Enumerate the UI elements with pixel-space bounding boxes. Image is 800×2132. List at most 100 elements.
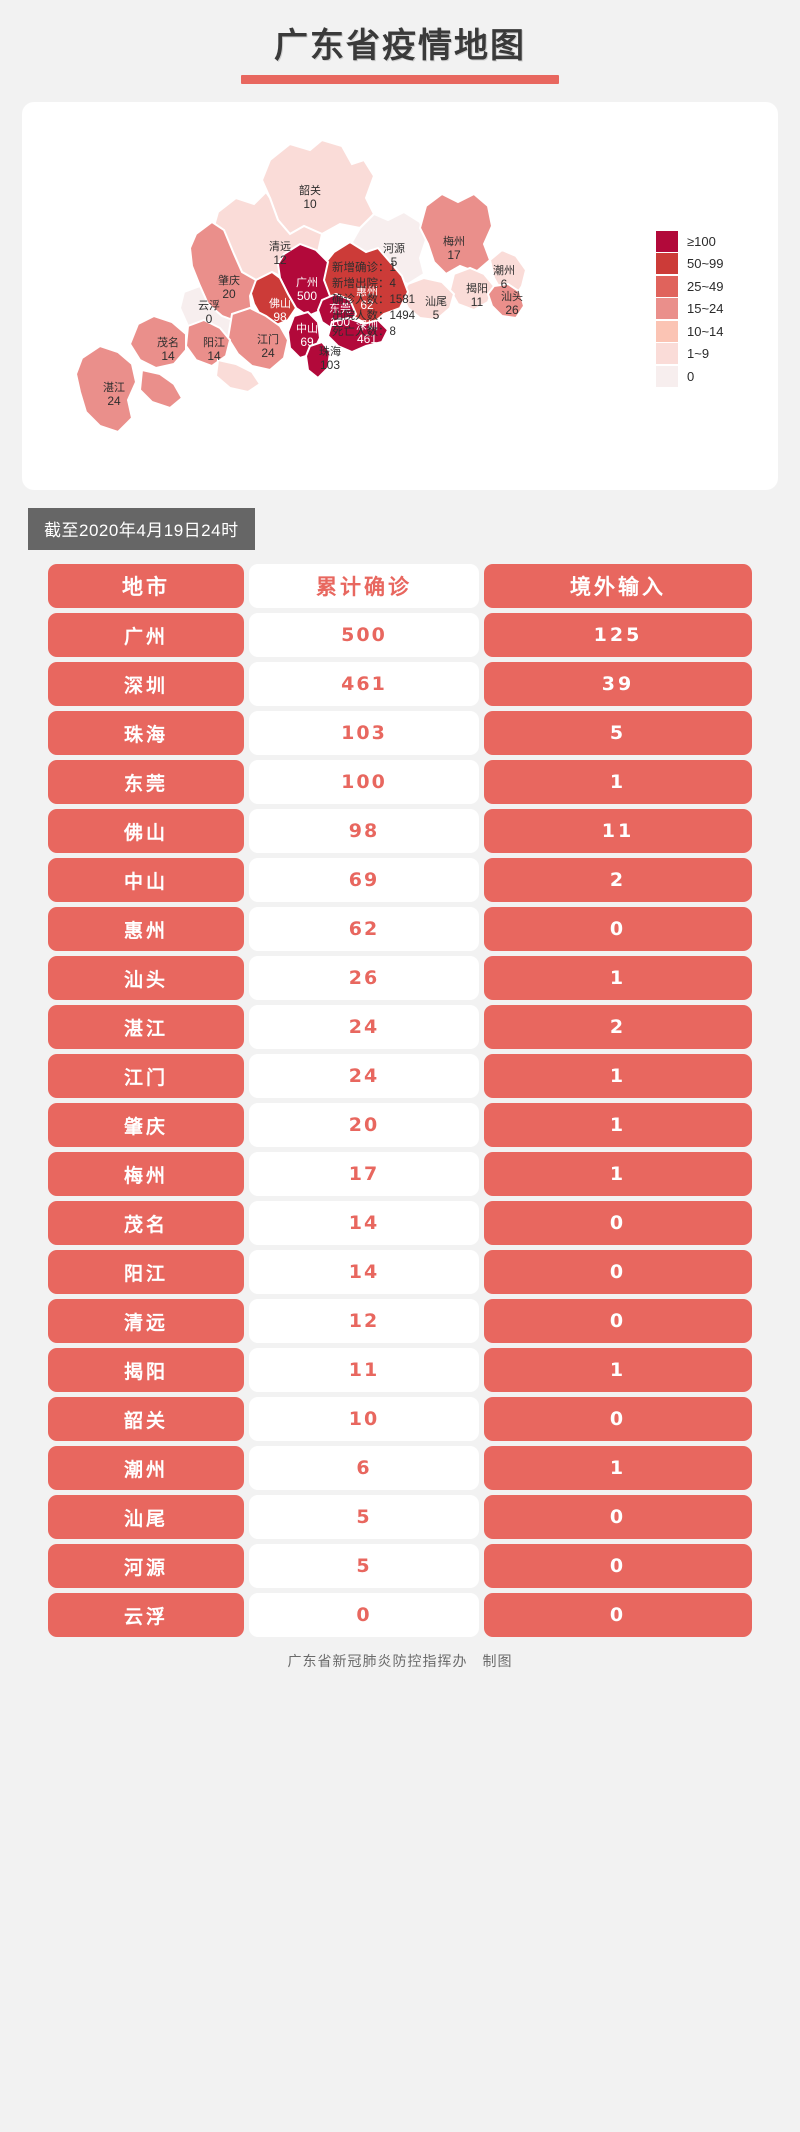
cell-city: 茂名 — [48, 1201, 244, 1245]
map-label-name: 广州 — [296, 276, 318, 289]
legend-color-swatch — [656, 253, 678, 275]
cell-city: 惠州 — [48, 907, 244, 951]
legend-label: 15~24 — [687, 301, 724, 317]
map-label-value: 6 — [501, 277, 508, 291]
cell-city: 佛山 — [48, 809, 244, 853]
map-label-name: 揭阳 — [466, 281, 488, 295]
legend-row: ≥100 — [656, 230, 756, 253]
region-coast-detail — [138, 368, 184, 410]
title-section: 广东省疫情地图 — [0, 0, 800, 84]
cell-confirmed: 5 — [249, 1544, 479, 1588]
table-row[interactable]: 中山 69 2 — [48, 858, 752, 902]
region-meizhou[interactable] — [418, 192, 494, 276]
cell-confirmed: 24 — [249, 1005, 479, 1049]
map-label-name: 珠海 — [319, 344, 341, 358]
cell-city: 韶关 — [48, 1397, 244, 1441]
table-row[interactable]: 湛江 24 2 — [48, 1005, 752, 1049]
map-label-value: 17 — [447, 248, 461, 262]
map-label-value: 14 — [161, 349, 175, 363]
table-row[interactable]: 汕尾 5 0 — [48, 1495, 752, 1539]
stat-deaths: 死亡人数：8 — [332, 326, 396, 338]
map-label-value: 26 — [505, 303, 519, 317]
cell-imported: 0 — [484, 1544, 752, 1588]
table-row[interactable]: 惠州 62 0 — [48, 907, 752, 951]
legend-label: ≥100 — [687, 233, 716, 249]
table-row[interactable]: 东莞 100 1 — [48, 760, 752, 804]
cell-city: 梅州 — [48, 1152, 244, 1196]
cell-imported: 0 — [484, 1495, 752, 1539]
stat-total-discharged: 出院人数：1494 — [332, 310, 416, 322]
cell-imported: 0 — [484, 1250, 752, 1294]
date-banner: 截至2020年4月19日24时 — [28, 508, 255, 550]
table-row[interactable]: 佛山 98 11 — [48, 809, 752, 853]
column-header-imported: 境外输入 — [484, 564, 752, 608]
map-label-value: 103 — [320, 358, 340, 372]
map-label-name: 梅州 — [443, 234, 465, 248]
region-zhanjiang[interactable] — [74, 344, 138, 434]
region-foshan[interactable] — [248, 270, 298, 328]
map-label-name: 汕尾 — [425, 295, 447, 308]
region-maoming[interactable] — [128, 314, 187, 370]
map-legend: ≥100 50~99 25~49 15~24 10~14 1~9 0 — [656, 230, 756, 388]
map-label-name: 潮州 — [493, 263, 515, 277]
cell-imported: 1 — [484, 1103, 752, 1147]
map-label-value: 14 — [207, 349, 221, 363]
cell-city: 汕尾 — [48, 1495, 244, 1539]
table-header-row: 地市 累计确诊 境外输入 — [48, 564, 752, 608]
map-label-name: 清远 — [269, 240, 291, 253]
table-row[interactable]: 深圳 461 39 — [48, 662, 752, 706]
cell-imported: 5 — [484, 711, 752, 755]
region-yangjiang[interactable] — [184, 318, 232, 368]
map-label-name: 湛江 — [103, 381, 125, 394]
table-row[interactable]: 揭阳 11 1 — [48, 1348, 752, 1392]
legend-label: 25~49 — [687, 278, 724, 294]
footer-credit: 广东省新冠肺炎防控指挥办 制图 — [287, 1653, 513, 1669]
cell-confirmed: 12 — [249, 1299, 479, 1343]
cell-confirmed: 17 — [249, 1152, 479, 1196]
table-row[interactable]: 潮州 6 1 — [48, 1446, 752, 1490]
legend-color-swatch — [656, 365, 678, 387]
map-label-value: 500 — [297, 289, 317, 303]
table-row[interactable]: 清远 12 0 — [48, 1299, 752, 1343]
map-label-value: 0 — [206, 312, 213, 326]
table-row[interactable]: 汕头 26 1 — [48, 956, 752, 1000]
region-jiangmen[interactable] — [226, 306, 290, 372]
map-regions — [74, 138, 528, 434]
cell-confirmed: 24 — [249, 1054, 479, 1098]
region-coast-detail-2 — [214, 358, 262, 394]
table-row[interactable]: 江门 24 1 — [48, 1054, 752, 1098]
cell-confirmed: 10 — [249, 1397, 479, 1441]
cell-city: 揭阳 — [48, 1348, 244, 1392]
title-underline — [241, 75, 559, 84]
map-label-name: 汕头 — [501, 290, 523, 303]
map-label-name: 阳江 — [203, 336, 225, 349]
legend-row: 25~49 — [656, 275, 756, 298]
table-row[interactable]: 河源 5 0 — [48, 1544, 752, 1588]
map-label-name: 深圳 — [356, 319, 378, 332]
legend-color-swatch — [656, 230, 678, 252]
cell-confirmed: 103 — [249, 711, 479, 755]
region-shanwei[interactable] — [400, 276, 456, 322]
region-shantou[interactable] — [486, 282, 526, 320]
cell-imported: 2 — [484, 1005, 752, 1049]
table-row[interactable]: 肇庆 20 1 — [48, 1103, 752, 1147]
table-row[interactable]: 韶关 10 0 — [48, 1397, 752, 1441]
map-label-value: 100 — [330, 315, 350, 329]
table-row[interactable]: 广州 500 125 — [48, 613, 752, 657]
table-row[interactable]: 珠海 103 5 — [48, 711, 752, 755]
map-label-name: 韶关 — [299, 183, 321, 197]
cell-confirmed: 62 — [249, 907, 479, 951]
table-row[interactable]: 茂名 14 0 — [48, 1201, 752, 1245]
region-shenzhen[interactable] — [326, 316, 390, 354]
table-row[interactable]: 阳江 14 0 — [48, 1250, 752, 1294]
cell-imported: 1 — [484, 1152, 752, 1196]
table-row[interactable]: 梅州 17 1 — [48, 1152, 752, 1196]
map-label-value: 5 — [391, 255, 398, 269]
region-zhuhai[interactable] — [304, 340, 332, 380]
cell-city: 潮州 — [48, 1446, 244, 1490]
map-statistics: 新增确诊：1 新增出院：4 确诊人数：1581 出院人数：1494 死亡人数：8 — [332, 260, 415, 340]
table-row[interactable]: 云浮 0 0 — [48, 1593, 752, 1637]
stat-new-confirmed: 新增确诊：1 — [332, 262, 396, 274]
